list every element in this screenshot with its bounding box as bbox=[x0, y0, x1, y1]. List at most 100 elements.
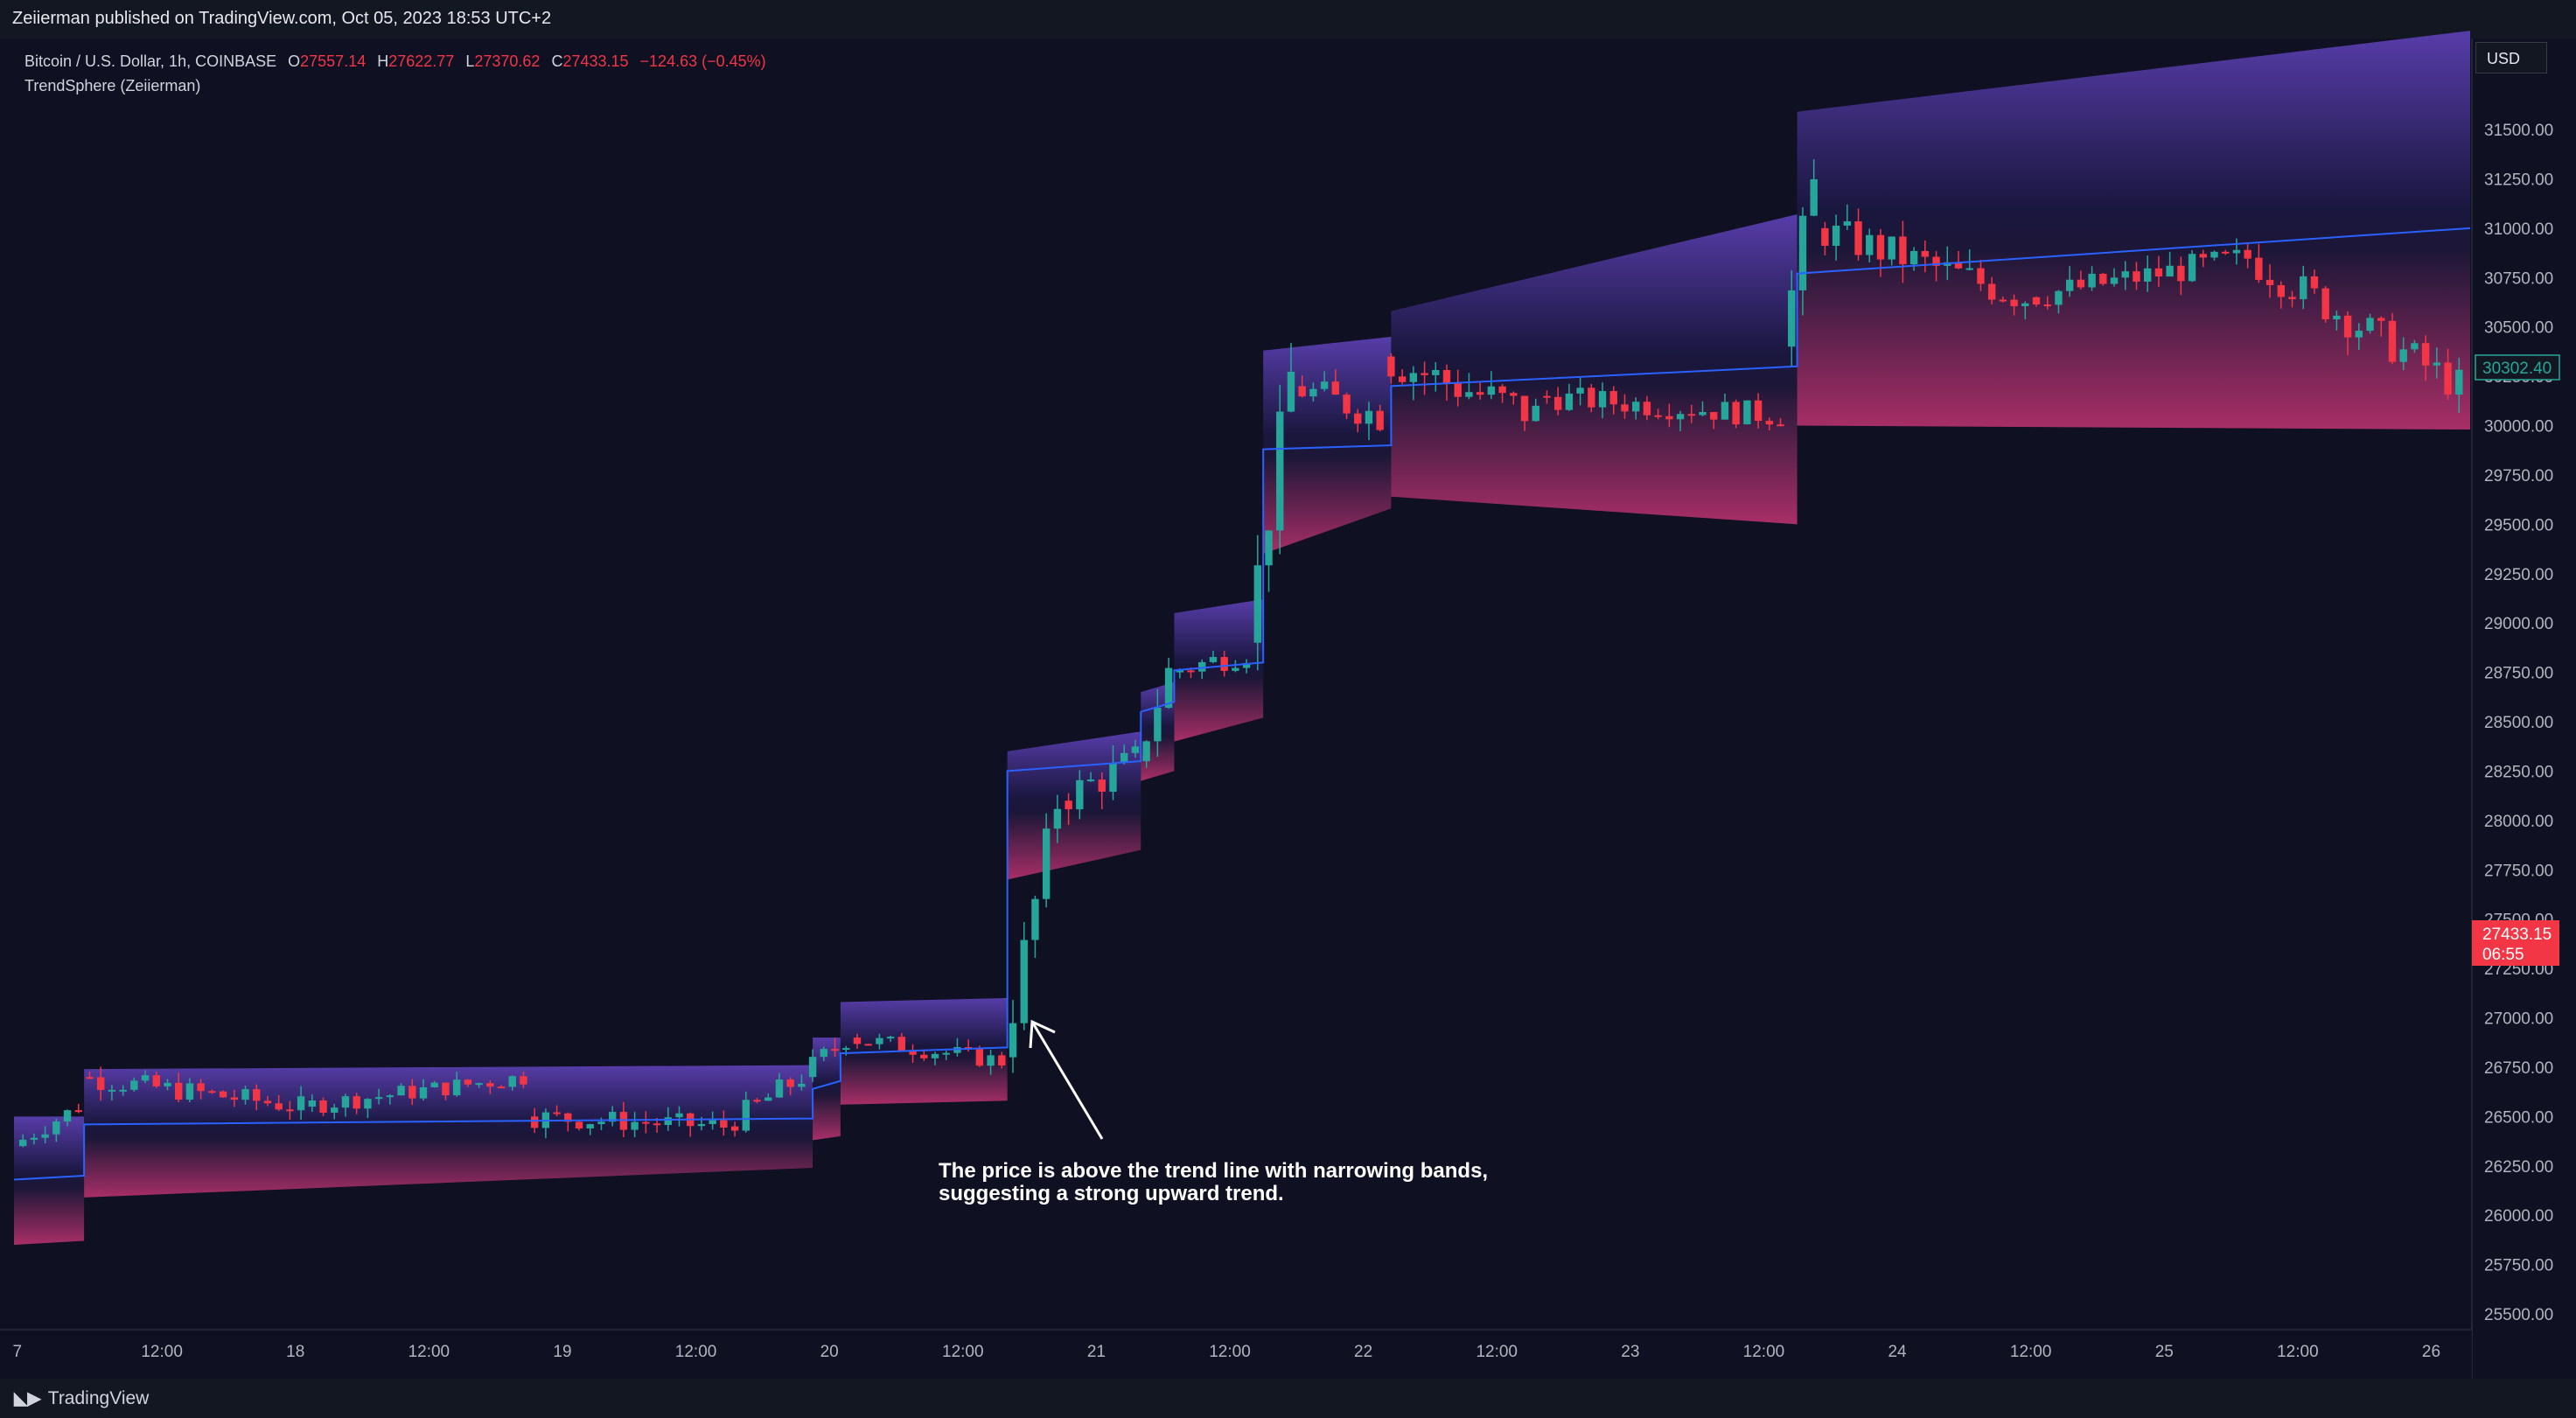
band-segment-1 bbox=[84, 1065, 813, 1198]
candle-body bbox=[1086, 779, 1095, 782]
indicator-title[interactable]: TrendSphere (Zeiierman) bbox=[24, 77, 201, 94]
candle-body bbox=[1810, 178, 1818, 216]
annotation-line-2: suggesting a strong upward trend. bbox=[939, 1182, 1284, 1205]
candle-body bbox=[2055, 290, 2063, 305]
candle-body bbox=[1109, 763, 1117, 793]
currency-button[interactable]: USD bbox=[2475, 42, 2547, 73]
x-tick-label: 12:00 bbox=[675, 1343, 717, 1361]
band-segment-2 bbox=[813, 1037, 841, 1141]
candle-body bbox=[564, 1113, 572, 1122]
candle-body bbox=[475, 1083, 483, 1086]
candle-body bbox=[2177, 265, 2185, 282]
candle-body bbox=[1309, 388, 1317, 397]
candle-body bbox=[141, 1075, 150, 1081]
candle-body bbox=[1899, 236, 1907, 265]
candle-body bbox=[886, 1037, 895, 1039]
candle-body bbox=[2310, 276, 2319, 289]
candle-body bbox=[2110, 277, 2119, 284]
candle-body bbox=[386, 1095, 394, 1098]
candle-body bbox=[798, 1083, 806, 1087]
candle-body bbox=[1710, 412, 1718, 420]
candle-body bbox=[920, 1054, 928, 1058]
candle-body bbox=[2244, 249, 2251, 259]
x-tick-label: 12:00 bbox=[942, 1343, 984, 1361]
candle-body bbox=[775, 1079, 784, 1098]
candle-body bbox=[1565, 393, 1574, 410]
candle-body bbox=[164, 1082, 171, 1086]
candle-body bbox=[297, 1096, 305, 1111]
candle-body bbox=[2444, 362, 2452, 395]
candle-body bbox=[219, 1091, 227, 1098]
candle-body bbox=[1120, 752, 1128, 764]
time-axis-bg bbox=[0, 1330, 2472, 1379]
candle-body bbox=[2455, 369, 2463, 395]
candle-body bbox=[1298, 386, 1306, 397]
candle-body bbox=[553, 1112, 561, 1114]
candle-body bbox=[897, 1037, 906, 1051]
candle-body bbox=[241, 1089, 249, 1100]
candle-body bbox=[2277, 284, 2286, 297]
y-tick-label: 31000.00 bbox=[2484, 220, 2553, 239]
candle-body bbox=[185, 1083, 194, 1100]
tradingview-brand[interactable]: ◣▶ TradingView bbox=[14, 1387, 149, 1409]
candle-body bbox=[1888, 236, 1895, 260]
x-tick-label: 12:00 bbox=[1209, 1343, 1251, 1361]
candle-body bbox=[2333, 315, 2341, 320]
candle-body bbox=[975, 1047, 984, 1066]
candle-body bbox=[764, 1097, 772, 1101]
candle-body bbox=[876, 1037, 883, 1044]
annotation-text: The price is above the trend line with n… bbox=[939, 1160, 1488, 1205]
candle-body bbox=[1987, 283, 1996, 300]
candle-body bbox=[1598, 391, 1607, 408]
y-tick-label: 26750.00 bbox=[2484, 1059, 2553, 1078]
candles-layer bbox=[18, 159, 2463, 1148]
candle-body bbox=[508, 1076, 516, 1087]
y-tick-label: 28500.00 bbox=[2484, 714, 2553, 732]
trend-value-tag-box bbox=[2475, 354, 2560, 381]
y-tick-label: 29000.00 bbox=[2484, 615, 2553, 633]
x-tick-label: 12:00 bbox=[1476, 1343, 1518, 1361]
candle-body bbox=[2043, 304, 2051, 307]
candle-body bbox=[1777, 424, 1784, 427]
candle-body bbox=[1465, 392, 1473, 397]
candle-body bbox=[1676, 414, 1685, 420]
candle-body bbox=[1065, 800, 1072, 810]
published-info: Zeiierman published on TradingView.com, … bbox=[12, 9, 552, 28]
candle-body bbox=[2222, 251, 2230, 254]
x-tick-label: 25 bbox=[2155, 1343, 2174, 1361]
candle-body bbox=[2399, 349, 2407, 362]
trend-line bbox=[13, 227, 2471, 1181]
candle-body bbox=[2154, 268, 2163, 277]
candle-body bbox=[1187, 670, 1195, 673]
candle-body bbox=[1209, 657, 1218, 662]
candle-body bbox=[820, 1049, 828, 1058]
candle-body bbox=[1454, 383, 1462, 397]
symbol-title[interactable]: Bitcoin / U.S. Dollar, 1h, COINBASE bbox=[24, 52, 277, 70]
y-tick-label: 26500.00 bbox=[2484, 1108, 2553, 1127]
candle-body bbox=[2088, 273, 2096, 288]
trend-value-tag: 30302.40 bbox=[2482, 360, 2552, 378]
candle-body bbox=[2032, 297, 2041, 305]
candle-body bbox=[497, 1086, 506, 1089]
x-tick-label: 7 bbox=[13, 1343, 23, 1361]
candle-body bbox=[1788, 290, 1796, 347]
y-tick-label: 28000.00 bbox=[2484, 813, 2553, 831]
candle-body bbox=[1476, 392, 1484, 395]
price-axis[interactable]: 25500.00 25750.00 26000.00 26250.00 26500.00… bbox=[2471, 38, 2576, 1379]
candle-body bbox=[1588, 388, 1595, 408]
candle-body bbox=[1854, 221, 1862, 255]
candle-body bbox=[1798, 215, 1807, 290]
close-label: C bbox=[551, 52, 563, 70]
candle-body bbox=[364, 1099, 372, 1109]
candle-body bbox=[96, 1077, 105, 1090]
candle-body bbox=[208, 1091, 216, 1093]
time-axis[interactable]: 7 12:00 18 12:00 19 12:00 20 12:00 21 12:00 22 12:0… bbox=[0, 1329, 2472, 1379]
y-tick-label: 30500.00 bbox=[2484, 319, 2553, 338]
candle-body bbox=[2199, 254, 2207, 258]
arrow-shaft bbox=[1030, 1021, 1104, 1140]
candle-body bbox=[1543, 395, 1551, 398]
y-tick-label: 26250.00 bbox=[2484, 1158, 2553, 1177]
candle-body bbox=[653, 1123, 661, 1126]
candle-body bbox=[1609, 391, 1617, 405]
